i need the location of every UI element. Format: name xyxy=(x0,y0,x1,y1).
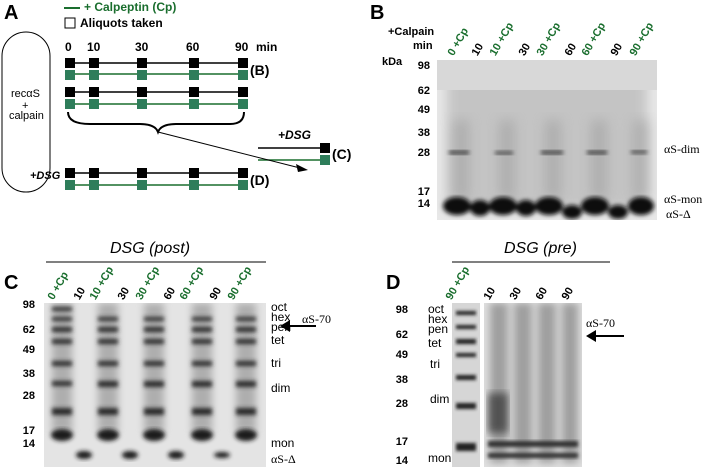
b-mw-14: 14 xyxy=(417,198,430,210)
d-title: DSG (pre) xyxy=(504,240,577,257)
time-60: 60 xyxy=(186,40,200,54)
d-band-dim: dim xyxy=(430,392,450,406)
time-unit: min xyxy=(256,40,278,54)
c-band-delta: αS-Δ xyxy=(271,452,296,466)
c-band-tri: tri xyxy=(271,356,281,370)
d-mw-17: 17 xyxy=(395,436,408,448)
b-band-delta: αS-Δ xyxy=(666,207,691,221)
row-label-c: (C) xyxy=(332,146,352,162)
b-mw-49: 49 xyxy=(417,104,430,116)
d-arrow-label: αS-70 xyxy=(586,316,615,330)
gel-c xyxy=(44,303,266,467)
b-mw-38: 38 xyxy=(417,127,430,139)
tube-label-2: + xyxy=(22,100,29,112)
c-mw-28: 28 xyxy=(22,390,35,402)
c-mw-17: 17 xyxy=(22,425,35,437)
tube-shape xyxy=(1,31,51,193)
dsg-label-d: +DSG xyxy=(30,170,61,182)
arrow-head xyxy=(296,164,308,172)
legend-box xyxy=(64,17,76,29)
tube-label-3: calpain xyxy=(9,110,44,122)
c-mw-49: 49 xyxy=(22,344,35,356)
b-mw-62: 62 xyxy=(417,85,430,97)
d-mw-28: 28 xyxy=(395,398,408,410)
kda-label: kDa xyxy=(382,56,403,68)
d-mw-98: 98 xyxy=(395,304,408,316)
min-label: min xyxy=(413,40,433,52)
panel-c-letter: C xyxy=(4,272,19,294)
row-label-b: (B) xyxy=(250,62,270,78)
b-band-dim: αS-dim xyxy=(664,142,700,156)
legend-box-label: Aliquots taken xyxy=(80,16,163,30)
gel-d-left xyxy=(452,303,480,467)
panel-b-letter: B xyxy=(370,2,385,24)
c-band-oct: oct xyxy=(271,300,288,314)
d-band-tri: tri xyxy=(430,357,440,371)
dsg-label-c: +DSG xyxy=(278,128,312,142)
c-mw-98: 98 xyxy=(22,299,35,311)
c-band-dim: dim xyxy=(271,381,291,395)
time-90: 90 xyxy=(235,40,249,54)
c-arrow-label: αS-70 xyxy=(302,312,331,326)
c-band-tet: tet xyxy=(271,333,285,347)
time-10: 10 xyxy=(87,40,101,54)
time-30: 30 xyxy=(135,40,149,54)
d-band-hex: hex xyxy=(428,312,448,326)
b-mw-28: 28 xyxy=(417,147,430,159)
gel-b xyxy=(437,60,657,220)
d-mw-14: 14 xyxy=(395,455,408,467)
c-mw-38: 38 xyxy=(22,368,35,380)
tube-label-1: recαS xyxy=(11,88,40,100)
calpain-header: +Calpain xyxy=(388,26,435,38)
c-title: DSG (post) xyxy=(110,240,191,257)
d-band-tet: tet xyxy=(428,336,442,350)
legend-line-label: + Calpeptin (Cp) xyxy=(84,0,177,14)
c-mw-14: 14 xyxy=(22,438,35,450)
b-band-mon: αS-mon xyxy=(664,192,703,206)
c-band-pen: pen xyxy=(271,320,292,334)
d-mw-62: 62 xyxy=(395,329,408,341)
d-band-oct: oct xyxy=(428,302,445,316)
b-mw-17: 17 xyxy=(417,186,430,198)
brace xyxy=(67,111,245,135)
row-label-d: (D) xyxy=(250,172,270,188)
b-mw-98: 98 xyxy=(417,60,430,72)
time-0: 0 xyxy=(65,40,72,54)
panel-d-letter: D xyxy=(386,272,401,294)
c-band-mon: mon xyxy=(271,436,295,450)
d-mw-38: 38 xyxy=(395,374,408,386)
d-band-mon: mon xyxy=(428,451,452,465)
panel-a-letter: A xyxy=(4,2,19,24)
c-mw-62: 62 xyxy=(22,324,35,336)
d-mw-49: 49 xyxy=(395,349,408,361)
d-band-pen: pen xyxy=(428,322,449,336)
gel-d-right xyxy=(484,303,582,467)
arrow-line xyxy=(157,131,301,169)
